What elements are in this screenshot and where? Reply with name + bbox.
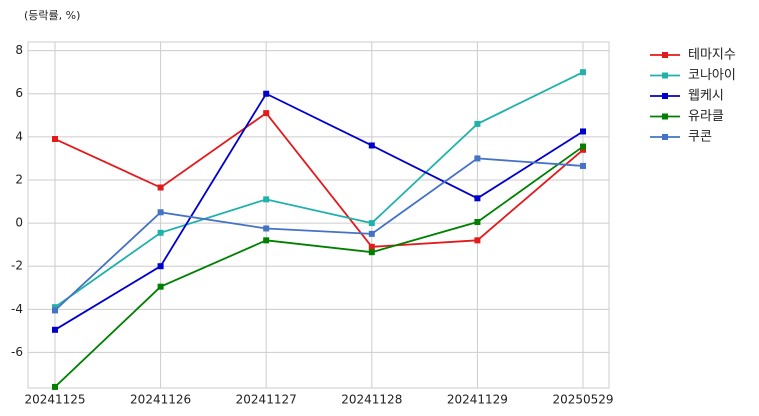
point (474, 155, 481, 162)
line (54, 71, 584, 308)
y-tick-label: 2 (15, 172, 23, 186)
x-tick-label: 20241126 (130, 393, 191, 407)
point (580, 162, 586, 169)
legend-label: 쿠콘 (688, 130, 712, 145)
point (263, 225, 270, 232)
y-tick-label: 4 (15, 129, 23, 143)
point (52, 307, 58, 314)
legend-marker (662, 52, 668, 58)
point (580, 146, 586, 153)
point (368, 249, 375, 256)
point (263, 90, 270, 97)
y-tick-label: 0 (15, 216, 23, 230)
legend-marker (662, 113, 668, 120)
x-tick-label: 20241128 (341, 393, 402, 407)
y-tick-label: -4 (11, 302, 23, 316)
legend-marker (662, 93, 668, 99)
y-tick-label: 6 (15, 86, 23, 100)
point (368, 142, 375, 149)
plot-frame (27, 41, 610, 389)
point (52, 326, 58, 333)
point (263, 196, 270, 203)
point (157, 184, 164, 191)
point (52, 136, 58, 143)
x-tick-label: 20250529 (552, 393, 613, 407)
legend-marker (662, 72, 668, 79)
point (368, 220, 375, 227)
point (157, 229, 164, 236)
point (157, 263, 164, 270)
point (157, 209, 164, 216)
x-tick-label: 20241127 (236, 393, 297, 407)
point (580, 69, 586, 76)
point (580, 128, 586, 135)
line (54, 111, 584, 248)
legend-label: 유라클 (688, 109, 724, 124)
point (368, 230, 375, 237)
legend-label: 테마지수 (688, 48, 736, 63)
point (474, 120, 481, 127)
point (474, 219, 481, 226)
y-tick-label: -2 (11, 259, 23, 273)
point (263, 237, 270, 244)
y-tick-label: 8 (15, 43, 23, 57)
line (54, 157, 584, 312)
y-tick-label: -6 (11, 345, 23, 359)
legend-label: 웹케시 (688, 89, 724, 104)
point (474, 237, 481, 244)
legend-label: 코나아이 (688, 68, 736, 83)
x-tick-label: 20241125 (24, 393, 85, 407)
line (54, 92, 584, 331)
point (263, 110, 270, 117)
chart-subtitle: (등락률, %) (24, 9, 80, 22)
x-tick-label: 20241129 (447, 393, 508, 407)
point (368, 243, 375, 250)
point (580, 143, 586, 150)
legend-marker (662, 134, 668, 140)
point (52, 304, 58, 311)
point (52, 383, 58, 390)
point (474, 195, 481, 202)
point (157, 283, 164, 290)
line (54, 145, 584, 388)
